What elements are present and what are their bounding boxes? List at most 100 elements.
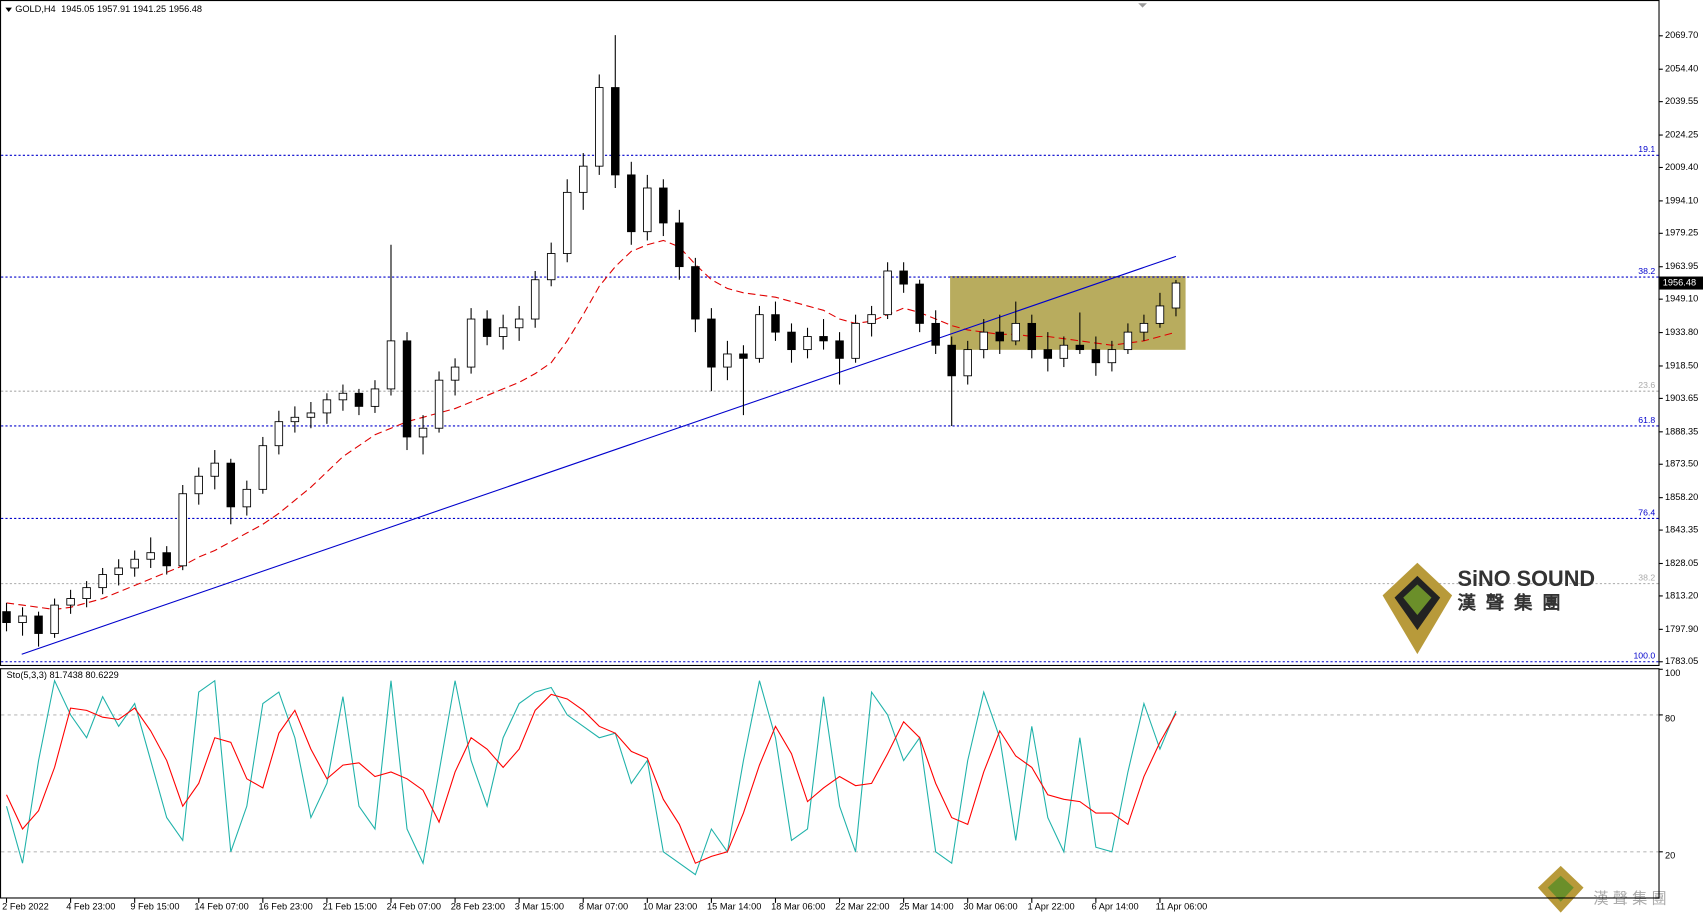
x-tick-label: 8 Mar 07:00 [579,902,628,912]
x-tick-label: 11 Apr 06:00 [1156,902,1208,912]
candle-body [867,314,876,324]
y-tick-label: 1949.10 [1665,294,1698,304]
shift-marker [1138,3,1147,8]
candle-body [530,279,540,320]
x-tick-label: 1 Apr 22:00 [1027,902,1074,912]
candle-body [1075,344,1085,351]
candle-body [1155,305,1165,324]
candle-body [883,270,892,316]
y-tick-label: 100 [1665,668,1680,678]
y-tick-label: 20 [1665,851,1675,861]
y-tick-label: 1828.05 [1665,558,1698,568]
candle-body [50,604,59,634]
x-tick-label: 4 Feb 23:00 [66,902,115,912]
candle-body [162,552,171,567]
candle-body [643,187,652,233]
candle-body [979,331,988,351]
candle-body [1171,282,1181,309]
candle-body [755,314,764,359]
y-tick-label: 1903.65 [1665,393,1698,403]
candle-body [370,388,380,407]
candle-body [787,331,796,351]
x-tick-label: 9 Feb 15:00 [130,902,179,912]
candle-body [82,587,91,599]
candle-body [915,283,924,324]
candle-body [835,340,844,359]
candle-body [546,253,556,281]
chart-title: GOLD,H4 1945.05 1957.91 1941.25 1956.48 [15,4,202,14]
candle-body [178,493,187,567]
fib-label: 38.2 [1638,266,1655,276]
footer-logo-core [1547,875,1574,902]
candle-body [1011,322,1021,342]
candle-body [402,340,412,438]
candle-body [707,318,716,368]
y-tick-label: 1963.95 [1665,261,1698,271]
y-tick-label: 2069.70 [1665,30,1698,40]
ohlc: 1945.05 1957.91 1941.25 1956.48 [61,4,202,14]
price-panel [0,0,1660,667]
last-price-box [1659,276,1703,290]
candle-body [627,174,636,233]
candle-body [2,611,11,624]
candle-body [66,598,75,606]
stoch-title: Sto(5,3,3) 81.7438 80.6229 [7,670,119,680]
candle-body [675,222,684,268]
fib-label: 100.0 [1633,651,1655,661]
x-tick-label: 25 Mar 14:00 [899,902,953,912]
candle-body [130,558,139,569]
candle-body [226,462,236,508]
y-tick-label: 1783.05 [1665,656,1698,666]
candle-body [210,462,220,477]
symbol: GOLD,H4 [15,4,55,14]
candle-body [258,445,268,490]
candle-body [803,336,812,351]
candle-body [611,87,620,176]
candle-body [1091,349,1101,364]
candle-body [18,615,27,624]
candle-body [819,336,828,342]
candle-body [899,270,908,285]
y-tick-label: 80 [1665,714,1675,724]
candle-body [659,187,668,224]
candle-body [578,165,588,193]
candle-body [290,416,300,423]
x-tick-label: 6 Apr 14:00 [1092,902,1139,912]
candle-body [466,318,476,368]
candle-body [98,574,107,589]
y-tick-label: 1933.80 [1665,327,1698,337]
y-tick-label: 2024.25 [1665,129,1698,139]
candle-body [771,314,780,333]
candle-body [562,191,572,254]
y-tick-label: 1813.20 [1665,590,1698,600]
y-tick-label: 2054.40 [1665,64,1698,74]
candle-body [450,366,460,381]
candle-body [322,399,332,414]
candle-body [146,552,155,560]
candle-body [1139,322,1149,333]
x-tick-label: 2 Feb 2022 [2,902,49,912]
candle-body [931,322,940,346]
candle-body [434,379,444,429]
y-tick-label: 2039.55 [1665,96,1698,106]
candle-body [723,353,732,368]
candle-body [1027,322,1037,351]
stoch-panel [0,668,1660,899]
y-tick-label: 1918.50 [1665,360,1698,370]
candle-body [338,392,348,401]
footer-brand: 漢 聲 集 團 [1593,891,1666,908]
candle-body [482,318,492,337]
symbol-menu[interactable] [5,7,12,12]
x-tick-label: 14 Feb 07:00 [194,902,248,912]
x-tick-label: 3 Mar 15:00 [515,902,564,912]
last-price: 1956.48 [1663,277,1696,287]
candle-body [418,427,428,438]
y-tick-label: 1843.35 [1665,525,1698,535]
x-tick-label: 16 Feb 23:00 [258,902,312,912]
candle-body [691,266,700,320]
logo-core [1403,584,1432,615]
y-tick-label: 1888.35 [1665,426,1698,436]
candle-body [386,340,396,390]
candle-body [1107,349,1117,364]
